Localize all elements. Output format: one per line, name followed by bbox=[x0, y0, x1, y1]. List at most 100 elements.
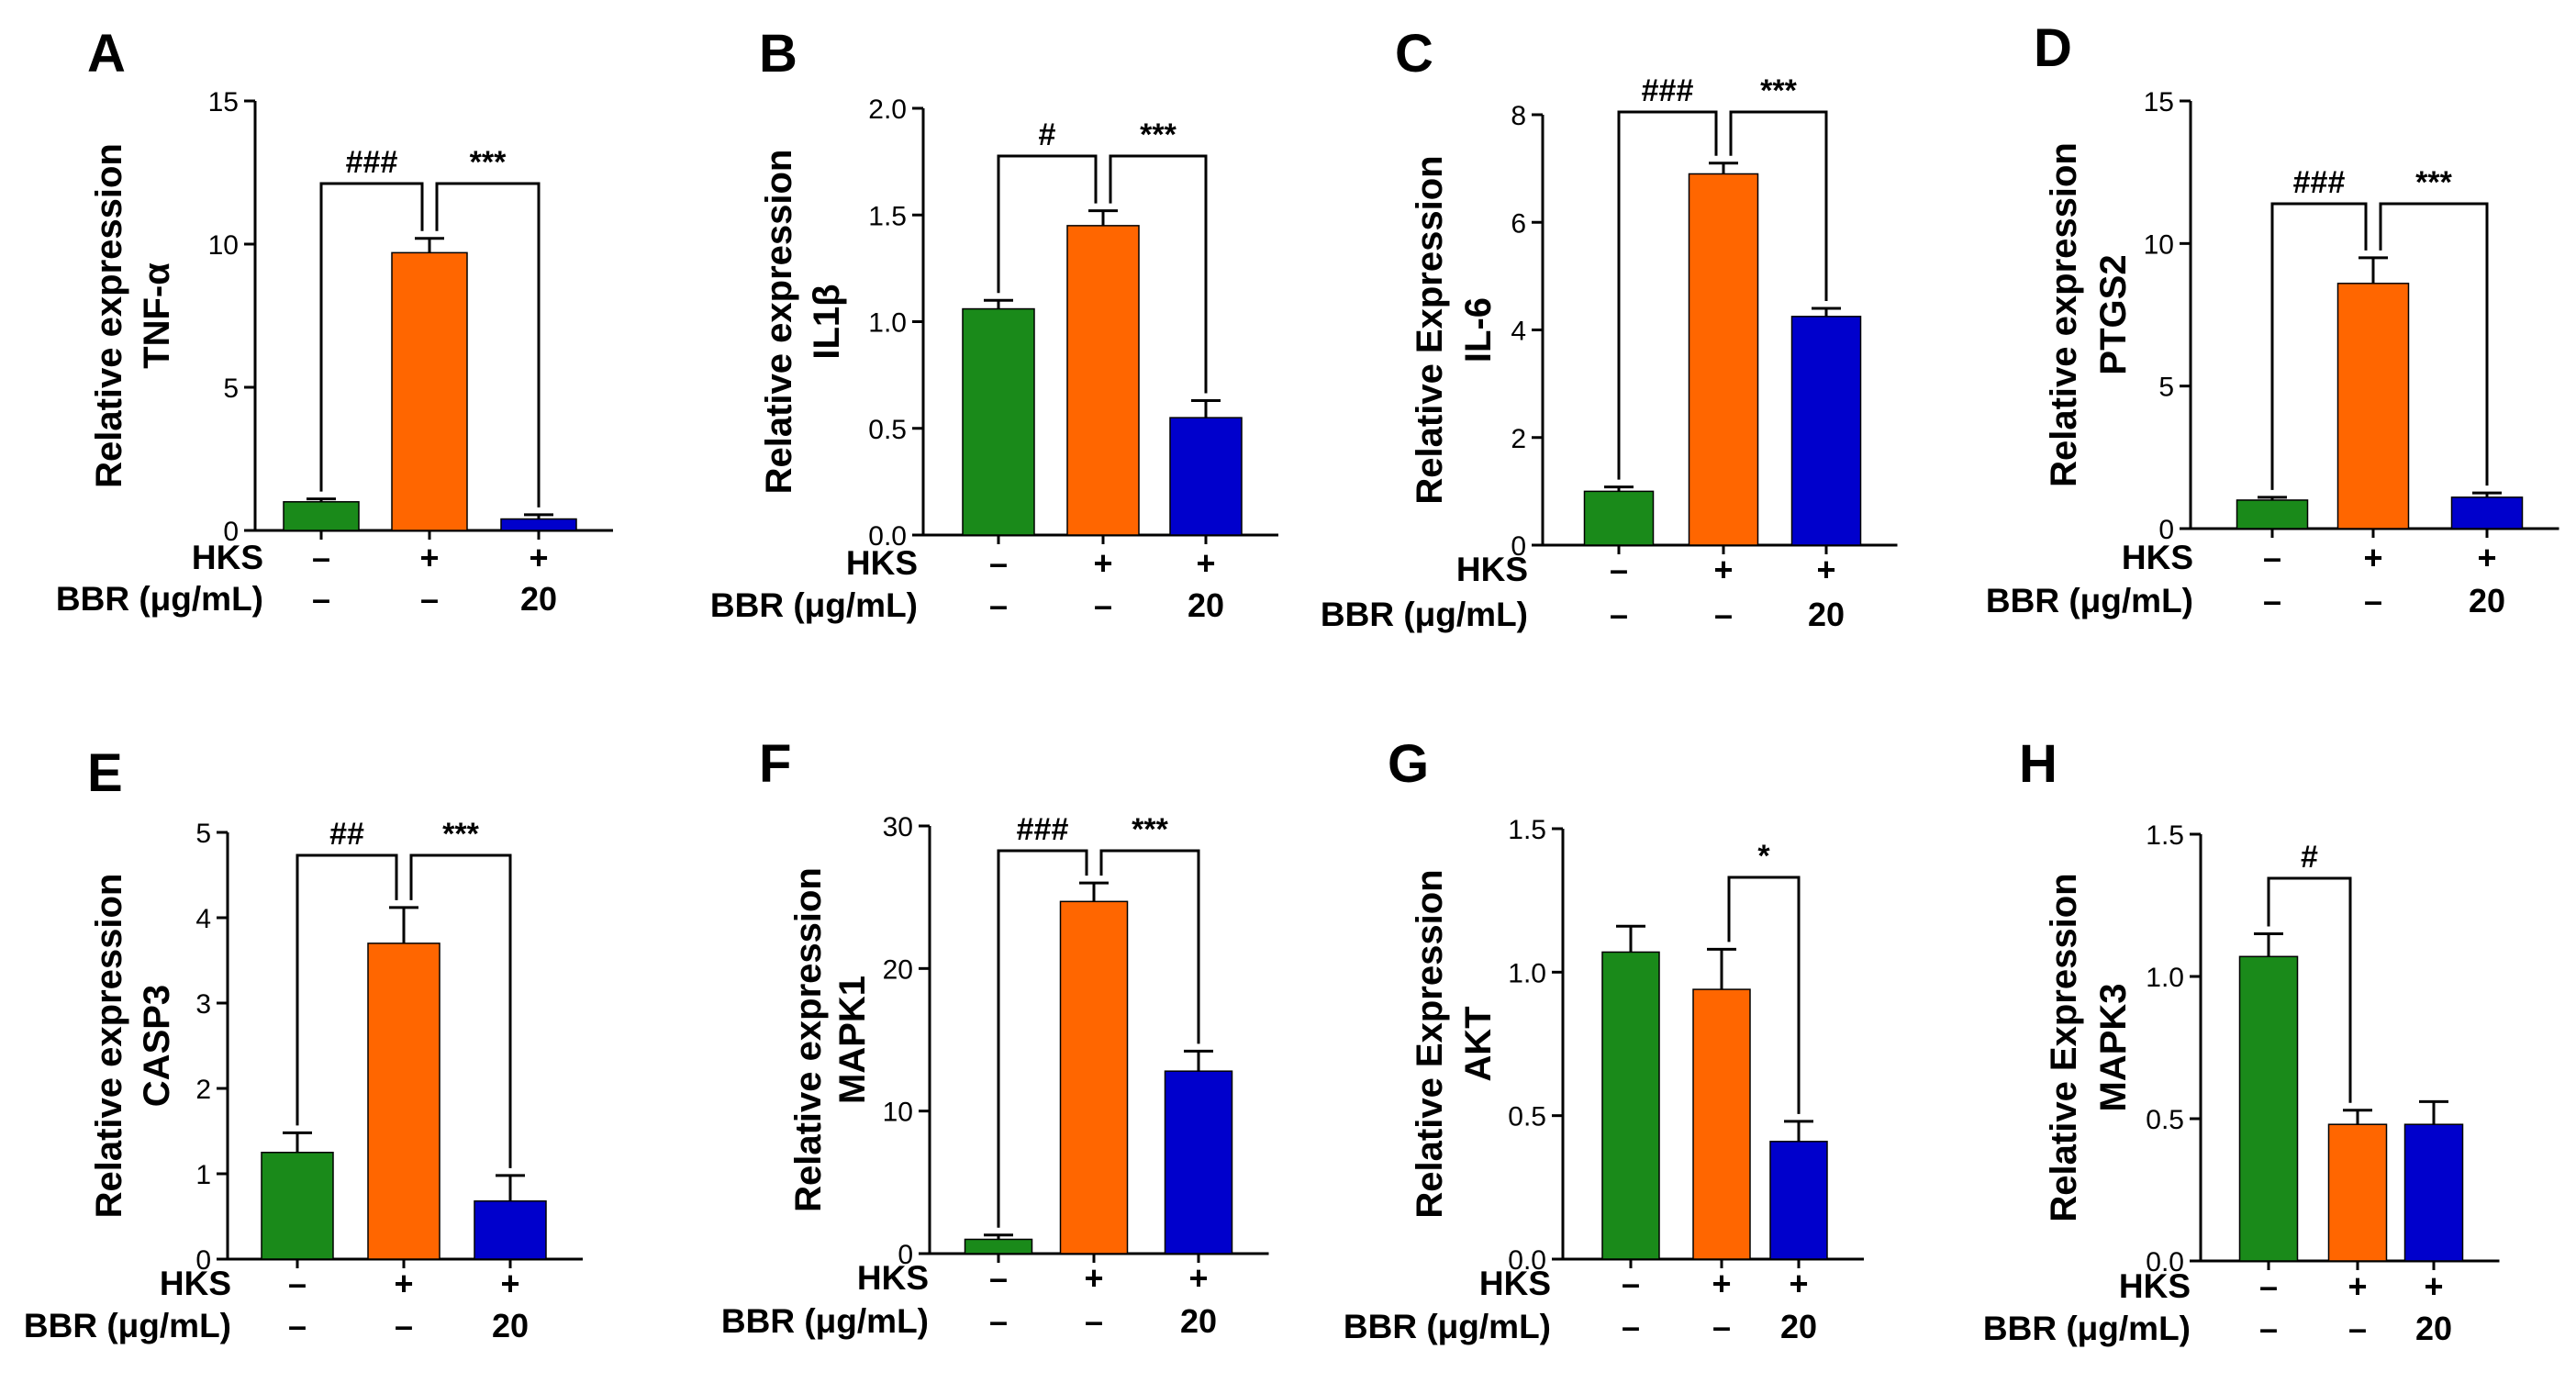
y-tick-label: 6 bbox=[1511, 208, 1526, 239]
row-label-hks: HKS bbox=[2119, 1267, 2191, 1305]
hks-condition: + bbox=[1188, 1259, 1208, 1297]
bar-hks-bbr bbox=[1164, 1070, 1233, 1255]
y-tick-label: 1.5 bbox=[1508, 815, 1546, 845]
row-label-hks: HKS bbox=[1479, 1265, 1551, 1302]
bbr-condition: 20 bbox=[1188, 586, 1224, 624]
bbr-condition: – bbox=[2348, 1310, 2367, 1347]
y-tick-label: 10 bbox=[208, 230, 239, 261]
bar-hks bbox=[2327, 1123, 2388, 1262]
bbr-condition: – bbox=[1622, 1308, 1640, 1345]
y-axis-label: Relative expression bbox=[759, 150, 799, 495]
bbr-condition: 20 bbox=[492, 1307, 529, 1344]
bbr-condition: – bbox=[2263, 582, 2281, 619]
y-axis-label-gene: CASP3 bbox=[137, 985, 177, 1107]
y-tick-label: 1 bbox=[195, 1160, 211, 1190]
bar-control bbox=[1583, 490, 1655, 546]
panel-c: C Relative Expression IL-6 0 2 4 6 8 ### *** HKS BB… bbox=[1321, 24, 1898, 633]
y-tick-label: 10 bbox=[883, 1098, 913, 1128]
panel-letter: D bbox=[2034, 18, 2072, 78]
y-tick-label: 2 bbox=[195, 1075, 211, 1105]
bar-hks-bbr bbox=[1790, 316, 1862, 546]
hks-condition: + bbox=[394, 1265, 413, 1302]
row-label-hks: HKS bbox=[2122, 539, 2193, 576]
hks-condition: + bbox=[1816, 551, 1835, 588]
hks-condition: – bbox=[2259, 1267, 2278, 1305]
bbr-condition: – bbox=[1085, 1302, 1103, 1340]
hks-condition: – bbox=[1610, 551, 1628, 588]
y-tick-label: 0.0 bbox=[1508, 1245, 1546, 1276]
hks-condition: + bbox=[1713, 551, 1733, 588]
y-tick-label: 0.5 bbox=[868, 415, 907, 445]
significance-label: *** bbox=[442, 817, 479, 852]
y-tick-label: 0 bbox=[898, 1240, 913, 1270]
hks-condition: + bbox=[1789, 1265, 1808, 1302]
bbr-condition: – bbox=[288, 1307, 307, 1344]
y-tick-label: 20 bbox=[883, 954, 913, 985]
bar-hks bbox=[2336, 283, 2410, 530]
bbr-condition: 20 bbox=[520, 580, 557, 618]
y-tick-label: 0 bbox=[1511, 531, 1526, 562]
significance-bracket bbox=[296, 853, 398, 1126]
panel-h: H Relative Expression MAPK3 0.0 0.5 1.0 1.5 # HK… bbox=[1983, 734, 2500, 1347]
y-axis-label: Relative expression bbox=[788, 867, 829, 1212]
panel-letter: A bbox=[87, 24, 126, 84]
y-axis-label: Relative Expression bbox=[1410, 155, 1450, 504]
hks-condition: – bbox=[1622, 1265, 1640, 1302]
bar-hks bbox=[367, 942, 440, 1260]
bbr-condition: – bbox=[1714, 596, 1733, 633]
significance-bracket bbox=[2267, 876, 2352, 1103]
significance-bracket bbox=[1727, 876, 1801, 1114]
hks-condition: – bbox=[312, 539, 330, 576]
significance-label: *** bbox=[470, 145, 507, 180]
y-tick-label: 1.0 bbox=[2146, 963, 2184, 993]
bar-hks bbox=[1692, 988, 1751, 1260]
y-tick-label: 1.5 bbox=[868, 201, 907, 231]
y-tick-label: 15 bbox=[208, 87, 239, 117]
y-tick-label: 0 bbox=[2158, 515, 2174, 545]
panel-letter: G bbox=[1388, 734, 1429, 794]
bbr-condition: 20 bbox=[1808, 596, 1845, 633]
hks-condition: + bbox=[2477, 539, 2496, 576]
significance-bracket bbox=[1109, 154, 1208, 394]
y-tick-label: 10 bbox=[2144, 229, 2174, 260]
bar-control bbox=[2238, 955, 2299, 1262]
row-label-bbr: BBR (μg/mL) bbox=[1986, 582, 2193, 619]
bar-control bbox=[283, 501, 360, 531]
y-axis-label: Relative Expression bbox=[2044, 873, 2084, 1221]
y-tick-label: 0.0 bbox=[2146, 1247, 2184, 1277]
bar-control bbox=[962, 307, 1035, 536]
bbr-condition: – bbox=[2364, 582, 2382, 619]
hks-condition: + bbox=[1093, 544, 1112, 582]
y-tick-label: 1.0 bbox=[868, 308, 907, 339]
bbr-condition: – bbox=[1094, 586, 1112, 624]
bar-hks-bbr bbox=[2403, 1123, 2464, 1262]
hks-condition: + bbox=[529, 539, 548, 576]
significance-bracket bbox=[435, 182, 541, 507]
hks-condition: + bbox=[419, 539, 439, 576]
hks-condition: – bbox=[288, 1265, 307, 1302]
significance-label: * bbox=[1757, 839, 1770, 874]
y-tick-label: 4 bbox=[1511, 317, 1526, 347]
panel-a: A Relative expression TNF-α 0 5 10 15 ### *** HKS… bbox=[56, 24, 613, 618]
panel-e: E Relative expression CASP3 0 1 2 3 4 5 ## *** HKS B… bbox=[24, 743, 583, 1344]
significance-label: *** bbox=[2415, 165, 2452, 200]
row-label-bbr: BBR (μg/mL) bbox=[1983, 1310, 2191, 1347]
row-label-hks: HKS bbox=[857, 1259, 929, 1297]
bbr-condition: 20 bbox=[2415, 1310, 2452, 1347]
row-label-hks: HKS bbox=[846, 544, 918, 582]
panel-letter: B bbox=[759, 24, 797, 84]
bbr-condition: – bbox=[1712, 1308, 1731, 1345]
bbr-condition: – bbox=[1610, 596, 1628, 633]
significance-bracket bbox=[2270, 202, 2368, 490]
significance-label: ### bbox=[346, 145, 398, 180]
bbr-condition: – bbox=[989, 1302, 1008, 1340]
bar-control bbox=[2236, 499, 2309, 530]
bbr-condition: 20 bbox=[2469, 582, 2505, 619]
hks-condition: – bbox=[989, 544, 1008, 582]
y-tick-label: 0.0 bbox=[868, 521, 907, 552]
panel-g: G Relative Expression AKT 0.0 0.5 1.0 1.5 * HKS B… bbox=[1344, 734, 1864, 1345]
bbr-condition: – bbox=[395, 1307, 413, 1344]
y-axis-label-gene: MAPK1 bbox=[832, 976, 873, 1104]
bar-hks-bbr bbox=[1169, 417, 1243, 536]
